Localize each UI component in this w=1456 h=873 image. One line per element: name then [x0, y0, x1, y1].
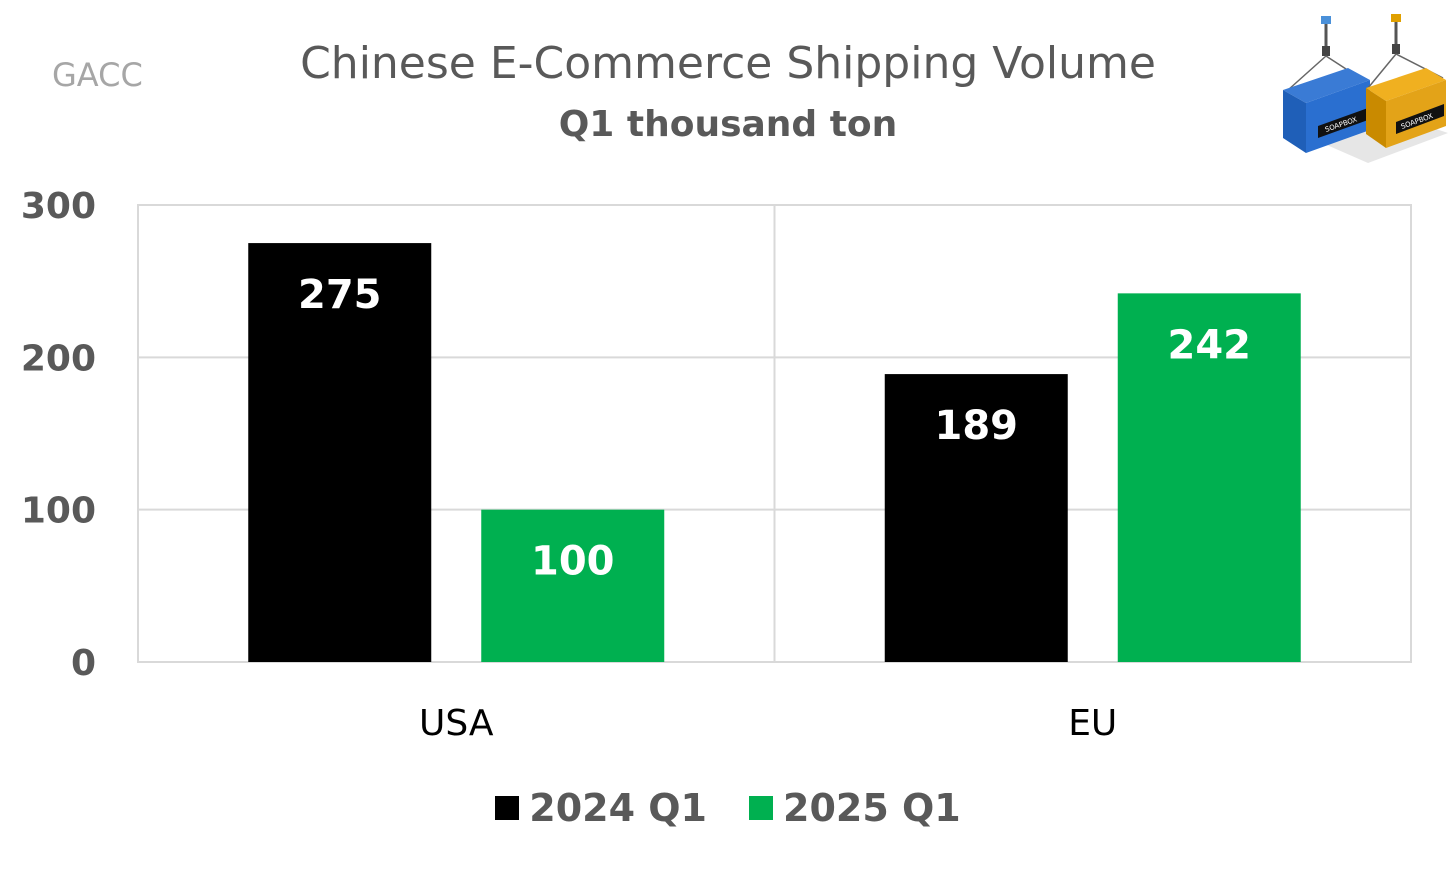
data-label-usa-2024-q1: 275 [298, 272, 382, 318]
y-axis-ticks: 0 100 200 300 [21, 186, 96, 684]
y-tick-label-100: 100 [21, 491, 96, 532]
bar-eu-2024-q1 [884, 374, 1068, 662]
legend-label-2025: 2025 Q1 [783, 786, 961, 830]
logo-crane-hook-right [1391, 14, 1401, 22]
logo-orange-container-top [1366, 68, 1446, 101]
y-tick-label-200: 200 [21, 338, 96, 379]
logo-hook-block-left [1322, 46, 1330, 56]
legend-item-2024: 2024 Q1 [495, 786, 707, 830]
chart-subtitle: Q1 thousand ton [558, 104, 898, 145]
bar-eu-2025-q1 [1117, 293, 1301, 662]
bars [248, 243, 1301, 663]
category-label-eu: EU [1068, 703, 1117, 744]
shipping-containers-logo: SOAPBOX SOAPBOX [1283, 14, 1448, 163]
legend-swatch-2025 [749, 796, 773, 820]
legend: 2024 Q1 2025 Q1 [0, 786, 1456, 830]
logo-orange-container-side [1366, 88, 1386, 148]
legend-item-2025: 2025 Q1 [749, 786, 961, 830]
logo-crane-hook-left [1321, 16, 1331, 24]
logo-sling-right-a [1367, 53, 1397, 89]
legend-label-2024: 2024 Q1 [529, 786, 707, 830]
y-tick-label-300: 300 [21, 186, 96, 227]
category-label-usa: USA [419, 703, 494, 744]
chart-title: Chinese E-Commerce Shipping Volume [300, 38, 1156, 89]
logo-blue-container-side [1283, 90, 1306, 153]
bar-usa-2024-q1 [248, 243, 432, 663]
logo-hook-block-right [1392, 44, 1400, 54]
x-axis-categories: USA EU [419, 703, 1117, 744]
logo-blue-container-top [1283, 68, 1370, 103]
source-label: GACC [52, 56, 143, 94]
bar-usa-2025-q1 [481, 509, 665, 662]
data-label-eu-2024-q1: 189 [935, 403, 1019, 449]
logo-sling-left-a [1287, 55, 1327, 91]
legend-swatch-2024 [495, 796, 520, 820]
y-tick-label-0: 0 [71, 643, 96, 684]
data-label-eu-2025-q1: 242 [1168, 322, 1252, 368]
data-labels: 275 100 189 242 [298, 272, 1251, 585]
logo-orange-label-band [1396, 104, 1444, 134]
data-label-usa-2025-q1: 100 [531, 539, 615, 585]
logo-blue-label-band [1318, 108, 1368, 138]
